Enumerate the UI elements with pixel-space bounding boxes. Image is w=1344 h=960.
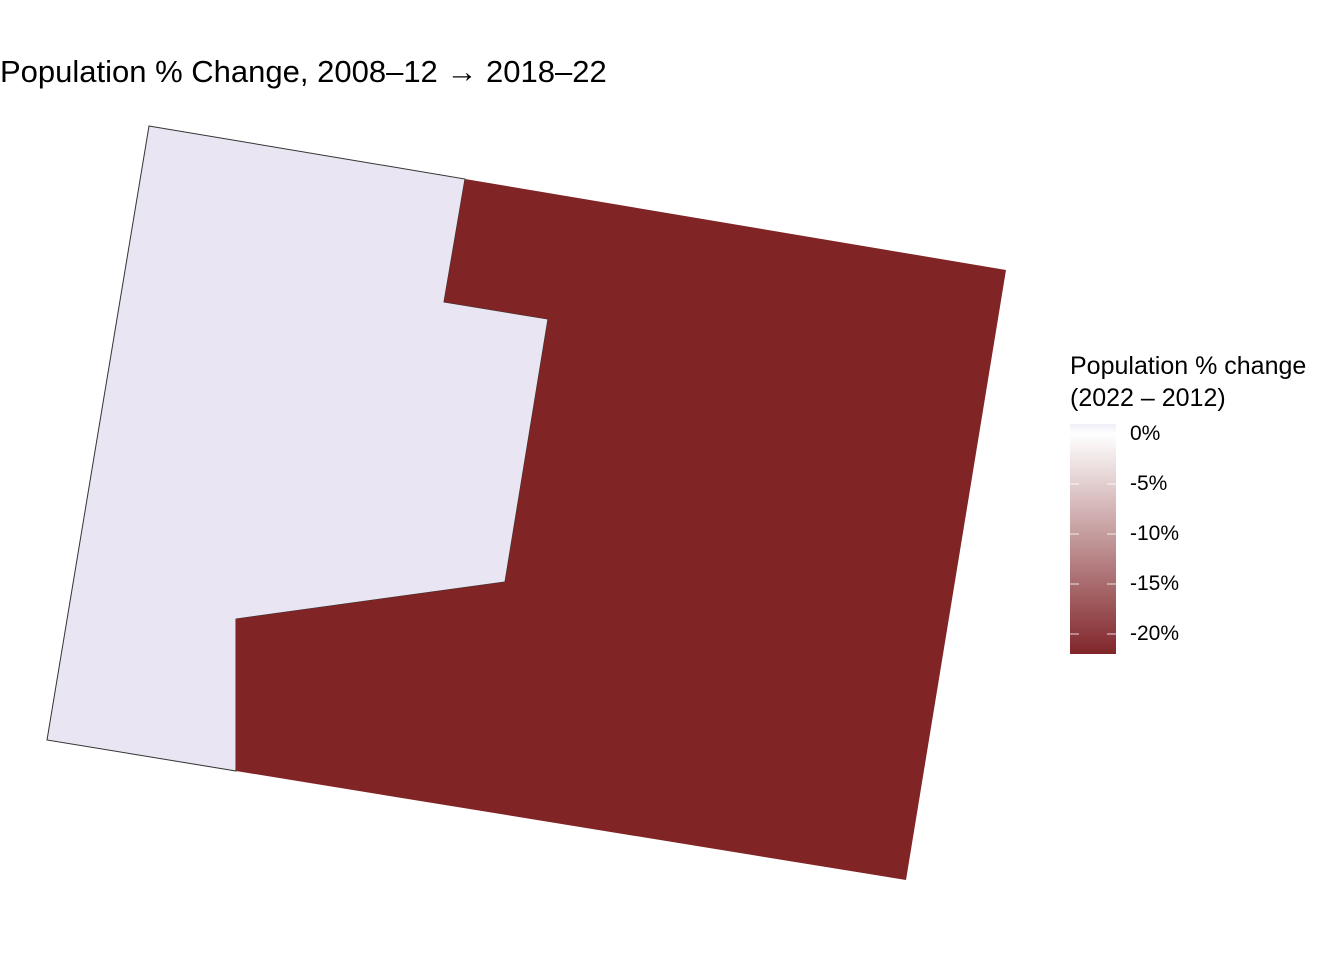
map-title: Population % Change, 2008–12 → 2018–22 [0,54,607,89]
legend-colorbar [1070,424,1116,654]
legend: Population % change (2022 – 2012) 0% -5% -… [1070,350,1344,656]
legend-break-label: -15% [1130,572,1180,595]
legend-break-label: -10% [1130,522,1180,545]
legend-colorbar-area: 0% -5% -10% -15% -20% [1070,422,1344,656]
legend-break-label: 0% [1130,422,1161,445]
legend-title-line2: (2022 – 2012) [1070,384,1226,412]
region-east-tract[interactable] [236,179,1006,880]
legend-break-label: -5% [1130,472,1168,495]
legend-break-label: -20% [1130,622,1180,645]
legend-title-line1: Population % change [1070,352,1307,380]
